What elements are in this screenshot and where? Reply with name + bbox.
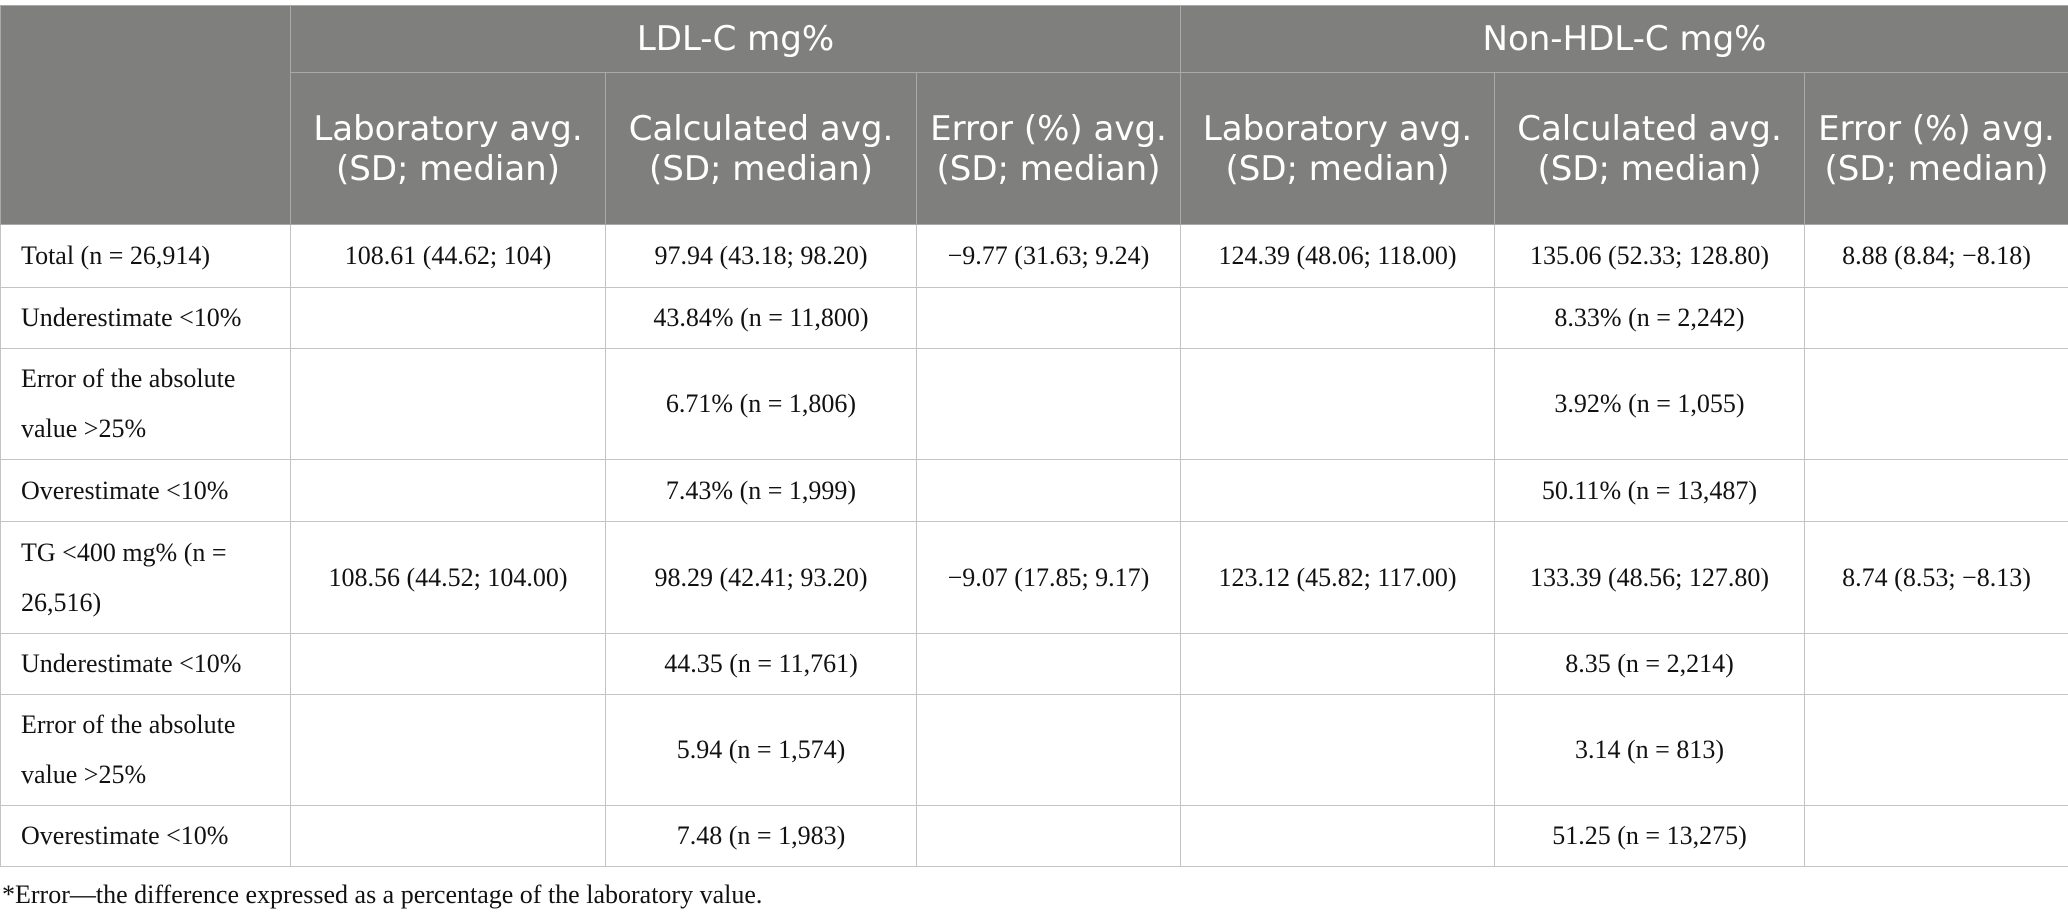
table-cell <box>1180 633 1495 695</box>
column-header-row: Laboratory avg. (SD; median) Calculated a… <box>1 72 2068 225</box>
row-label: Error of the absolute value >25% <box>0 694 291 806</box>
data-table: LDL-C mg% Non-HDL-C mg% Laboratory avg. … <box>0 5 2068 867</box>
table-cell <box>1803 633 2068 695</box>
table-row: Underestimate <10% 44.35 (n = 11,761) 8.35… <box>0 633 2068 695</box>
table-cell <box>1180 348 1495 460</box>
table-cell: 133.39 (48.56; 127.80) <box>1494 521 1805 634</box>
table-cell: 8.74 (8.53; −8.13) <box>1803 521 2068 634</box>
group-header: LDL-C mg% <box>290 5 1181 73</box>
table-cell <box>290 633 606 695</box>
table-cell: 98.29 (42.41; 93.20) <box>605 521 917 634</box>
table-cell: 8.35 (n = 2,214) <box>1494 633 1805 695</box>
table-cell <box>1803 348 2068 460</box>
table-cell <box>1180 459 1495 522</box>
table-cell <box>1803 805 2068 867</box>
table-row: TG <400 mg% (n = 26,516) 108.56 (44.52; 1… <box>0 521 2068 634</box>
table-cell <box>916 633 1181 695</box>
table-cell: 97.94 (43.18; 98.20) <box>605 224 917 288</box>
column-header: Error (%) avg. (SD; median) <box>1803 72 2068 225</box>
table-cell <box>290 459 606 522</box>
row-label: Underestimate <10% <box>0 287 291 349</box>
corner-cell <box>0 5 291 225</box>
table-cell: 8.88 (8.84; −8.18) <box>1803 224 2068 288</box>
table-body: Total (n = 26,914) 108.61 (44.62; 104) 97.… <box>0 224 2068 867</box>
row-label: Overestimate <10% <box>0 805 291 867</box>
table-cell <box>290 348 606 460</box>
table-cell <box>916 805 1181 867</box>
table-row: Total (n = 26,914) 108.61 (44.62; 104) 97.… <box>0 224 2068 288</box>
column-header: Laboratory avg. (SD; median) <box>290 72 606 225</box>
table-cell <box>916 694 1181 806</box>
table-cell <box>290 287 606 349</box>
table-cell: 108.61 (44.62; 104) <box>290 224 606 288</box>
table-cell: 44.35 (n = 11,761) <box>605 633 917 695</box>
row-label: TG <400 mg% (n = 26,516) <box>0 521 291 634</box>
table-cell: 51.25 (n = 13,275) <box>1494 805 1805 867</box>
table-cell <box>1180 287 1495 349</box>
table-cell: −9.77 (31.63; 9.24) <box>916 224 1181 288</box>
table-cell <box>290 805 606 867</box>
table-cell <box>1180 694 1495 806</box>
table-cell <box>1803 694 2068 806</box>
table-cell: 108.56 (44.52; 104.00) <box>290 521 606 634</box>
footnote: *Error—the difference expressed as a per… <box>2 880 763 909</box>
table-cell <box>916 348 1181 460</box>
table-cell: 124.39 (48.06; 118.00) <box>1180 224 1495 288</box>
table-row: Error of the absolute value >25% 5.94 (n … <box>0 694 2068 806</box>
table-row: Overestimate <10% 7.48 (n = 1,983) 51.25 (… <box>0 805 2068 867</box>
column-header: Calculated avg. (SD; median) <box>605 72 917 225</box>
table-cell: 43.84% (n = 11,800) <box>605 287 917 349</box>
table-cell: 8.33% (n = 2,242) <box>1494 287 1805 349</box>
row-label: Overestimate <10% <box>0 459 291 522</box>
table-cell <box>1803 287 2068 349</box>
table-row: Error of the absolute value >25% 6.71% (n… <box>0 348 2068 460</box>
table-cell <box>1803 459 2068 522</box>
table-cell <box>916 459 1181 522</box>
table-cell <box>290 694 606 806</box>
table-cell: 50.11% (n = 13,487) <box>1494 459 1805 522</box>
group-header: Non-HDL-C mg% <box>1179 5 2068 73</box>
table-cell: 7.43% (n = 1,999) <box>605 459 917 522</box>
table-cell <box>1180 805 1495 867</box>
group-header-row: LDL-C mg% Non-HDL-C mg% <box>0 5 2068 225</box>
table-row: Underestimate <10% 43.84% (n = 11,800) 8.3… <box>0 287 2068 349</box>
row-label: Error of the absolute value >25% <box>0 348 291 460</box>
table-cell: 3.92% (n = 1,055) <box>1494 348 1805 460</box>
column-header: Calculated avg. (SD; median) <box>1494 72 1805 225</box>
table-cell: 3.14 (n = 813) <box>1494 694 1805 806</box>
table-cell <box>916 287 1181 349</box>
row-label: Underestimate <10% <box>0 633 291 695</box>
column-header: Laboratory avg. (SD; median) <box>1180 72 1495 225</box>
table-cell: 135.06 (52.33; 128.80) <box>1494 224 1805 288</box>
table-cell: 5.94 (n = 1,574) <box>605 694 917 806</box>
column-header: Error (%) avg. (SD; median) <box>916 72 1181 225</box>
table-cell: 123.12 (45.82; 117.00) <box>1180 521 1495 634</box>
table-cell: 7.48 (n = 1,983) <box>605 805 917 867</box>
table-cell: 6.71% (n = 1,806) <box>605 348 917 460</box>
table-row: Overestimate <10% 7.43% (n = 1,999) 50.11%… <box>0 459 2068 522</box>
table-cell: −9.07 (17.85; 9.17) <box>916 521 1181 634</box>
row-label: Total (n = 26,914) <box>0 224 291 288</box>
